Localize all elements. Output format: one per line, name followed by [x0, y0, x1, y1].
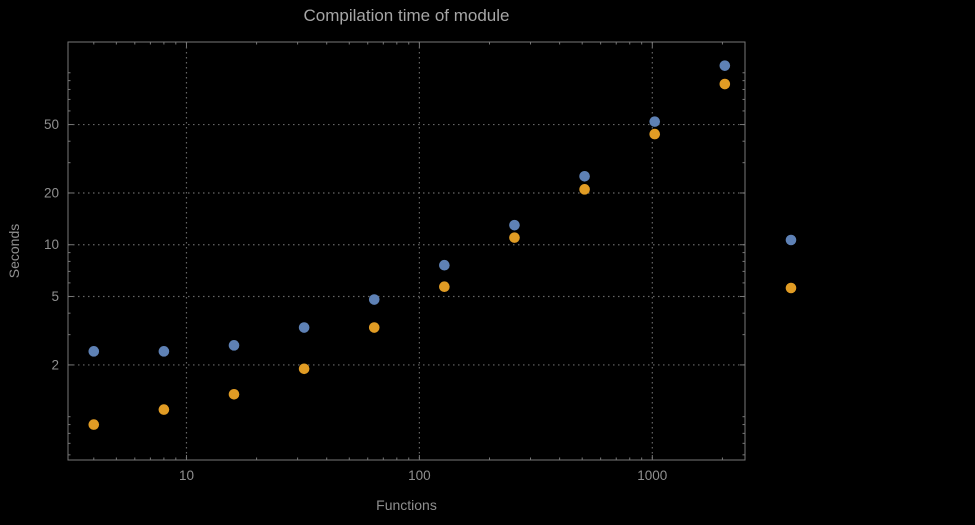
- data-point-series-2-orange: [158, 404, 170, 415]
- data-point-series-2-orange: [719, 78, 731, 90]
- data-point-series-2-orange: [439, 281, 450, 293]
- data-point-series-1-blue: [579, 171, 590, 182]
- legend-marker-1: [785, 234, 797, 246]
- data-point-series-1-blue: [649, 116, 661, 127]
- data-point-series-1-blue: [439, 259, 450, 271]
- data-point-series-2-orange: [368, 322, 380, 333]
- x-tick-label: 10: [179, 468, 194, 483]
- y-tick-label: 20: [44, 185, 59, 200]
- x-axis-label: Functions: [376, 497, 437, 513]
- data-point-series-1-blue: [719, 60, 731, 71]
- y-tick-label: 10: [44, 237, 59, 252]
- y-tick-label: 50: [44, 117, 59, 132]
- data-point-series-1-blue: [88, 346, 100, 357]
- data-point-series-2-orange: [649, 128, 661, 140]
- y-tick-label: 5: [51, 289, 59, 304]
- data-point-series-1-blue: [298, 322, 310, 333]
- x-tick-label: 100: [408, 468, 431, 483]
- plot-frame: [67, 41, 746, 461]
- data-point-series-2-orange: [298, 363, 310, 375]
- data-point-series-2-orange: [88, 419, 100, 430]
- data-point-series-2-orange: [509, 232, 520, 243]
- y-tick-label: 2: [51, 357, 59, 372]
- data-point-series-2-orange: [579, 184, 590, 195]
- data-point-series-2-orange: [228, 388, 240, 400]
- chart-title: Compilation time of module: [303, 6, 510, 25]
- data-point-series-1-blue: [509, 219, 520, 231]
- legend-marker-2: [785, 282, 797, 294]
- x-tick-label: 1000: [637, 468, 667, 483]
- data-point-series-1-blue: [368, 294, 380, 305]
- data-point-series-1-blue: [228, 340, 240, 351]
- data-point-series-1-blue: [158, 346, 170, 357]
